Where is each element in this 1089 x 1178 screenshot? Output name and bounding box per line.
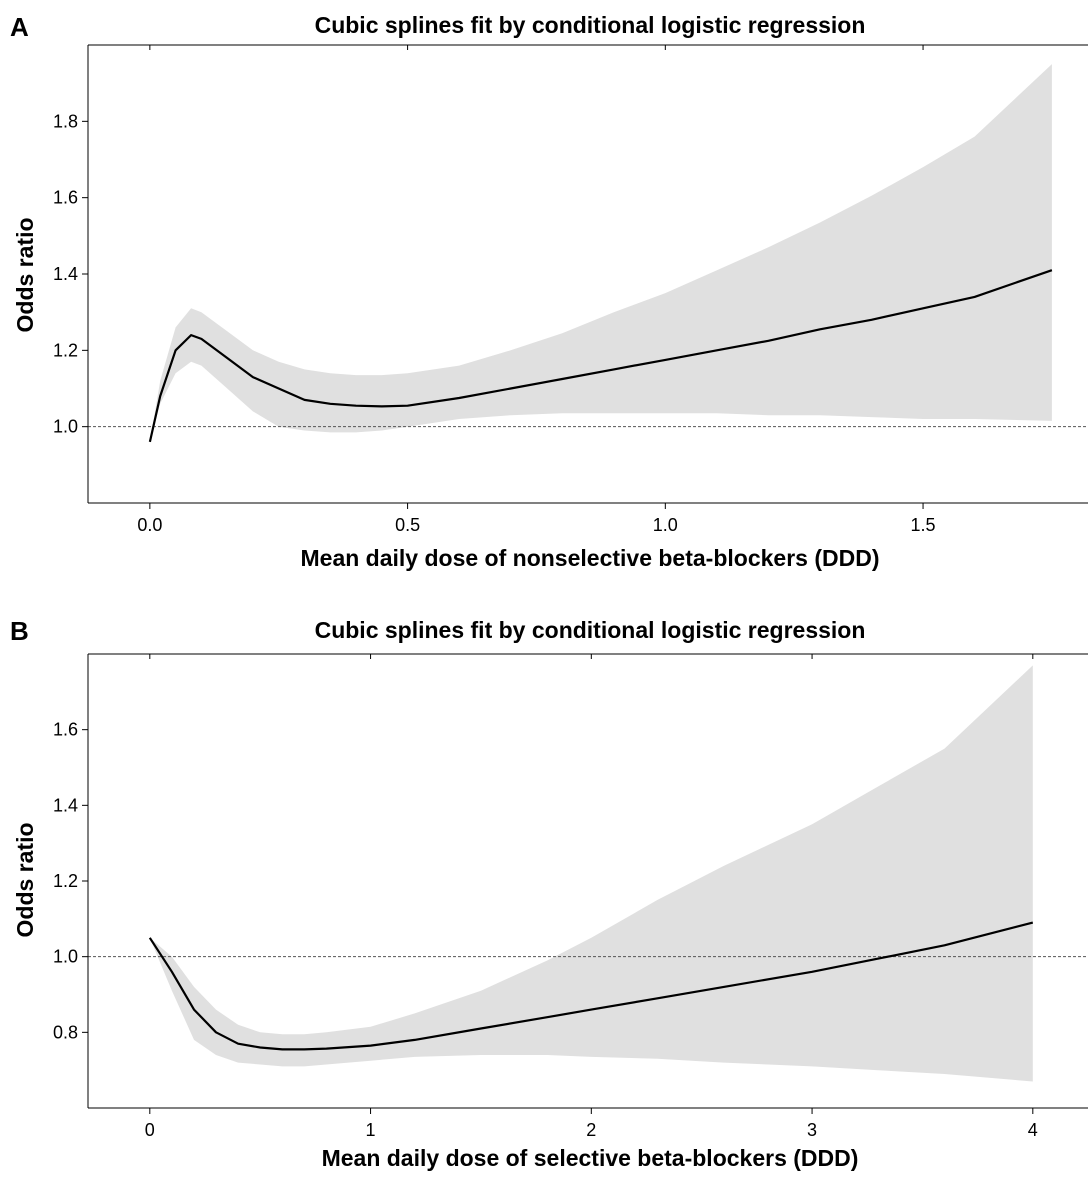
x-tick-label: 0.5 — [395, 515, 420, 535]
y-tick-label: 1.8 — [53, 111, 78, 131]
x-tick-label: 0.0 — [137, 515, 162, 535]
panel-label: B — [10, 616, 29, 646]
plot-area: 0.0 0.5 1.0 1.5 1.0 1.2 1.4 1.6 1.8 — [53, 44, 1088, 535]
y-tick-label: 1.6 — [53, 188, 78, 208]
y-tick-label: 1.0 — [53, 417, 78, 437]
y-axis-label: Odds ratio — [12, 822, 38, 937]
x-axis-label: Mean daily dose of nonselective beta-blo… — [301, 545, 880, 571]
plot-area: 0 1 2 3 4 0.8 1.0 1.2 1.4 1.6 — [53, 653, 1088, 1140]
y-tick-label: 1.2 — [53, 871, 78, 891]
y-tick-label: 0.8 — [53, 1022, 78, 1042]
chart-title: Cubic splines fit by conditional logisti… — [315, 12, 866, 38]
y-tick-label: 1.6 — [53, 720, 78, 740]
odds-ratio-line — [148, 921, 1034, 1051]
y-tick-label: 1.0 — [53, 947, 78, 967]
y-tick-label: 1.4 — [53, 264, 78, 284]
confidence-band — [149, 665, 1033, 1082]
panel-label: A — [10, 12, 29, 42]
panel-b: B Cubic splines fit by conditional logis… — [10, 616, 1088, 1171]
confidence-band — [149, 64, 1052, 442]
x-tick-label: 2 — [586, 1120, 596, 1140]
chart-title: Cubic splines fit by conditional logisti… — [315, 617, 866, 643]
x-tick-label: 4 — [1028, 1120, 1038, 1140]
odds-ratio-line — [148, 269, 1053, 443]
x-tick-label: 1.0 — [653, 515, 678, 535]
x-tick-label: 3 — [807, 1120, 817, 1140]
x-axis-label: Mean daily dose of selective beta-blocke… — [322, 1145, 859, 1171]
y-tick-label: 1.4 — [53, 795, 78, 815]
y-axis-label: Odds ratio — [12, 217, 38, 332]
x-tick-label: 1.5 — [911, 515, 936, 535]
x-tick-label: 1 — [366, 1120, 376, 1140]
panel-a: A Cubic splines fit by conditional logis… — [10, 12, 1088, 571]
x-tick-label: 0 — [145, 1120, 155, 1140]
y-tick-label: 1.2 — [53, 340, 78, 360]
